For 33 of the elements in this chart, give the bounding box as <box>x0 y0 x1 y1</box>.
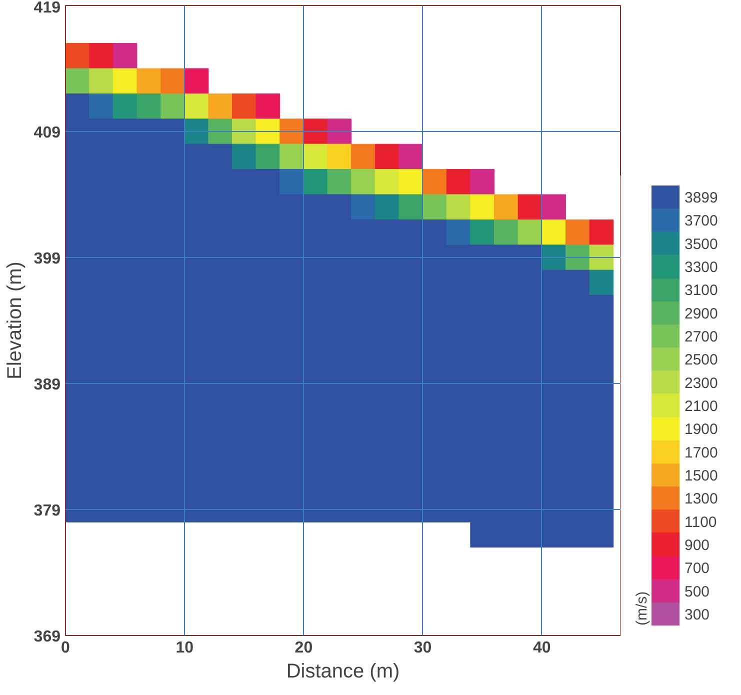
x-tick-label: 30 <box>414 640 432 656</box>
color-bar-label: 3700 <box>684 212 718 230</box>
color-bar-label: 2100 <box>684 398 718 415</box>
color-bar-label: 1100 <box>684 514 717 531</box>
y-tick-label: 369 <box>34 628 61 646</box>
x-axis-title: Distance (m) <box>286 660 400 682</box>
color-bar-label: 2700 <box>684 328 718 346</box>
x-tick-label: 10 <box>176 640 194 656</box>
color-bar-label: 2500 <box>684 352 718 369</box>
color-bar-label: 2900 <box>684 305 718 322</box>
color-bar-label: 300 <box>684 606 710 624</box>
color-bar-label: 1700 <box>684 444 718 462</box>
color-bar-label: 2300 <box>684 374 718 392</box>
y-tick-label: 409 <box>34 124 61 142</box>
color-bar-label: 3300 <box>684 259 718 276</box>
color-bar-label: 3100 <box>684 282 718 300</box>
y-tick-label: 379 <box>34 502 61 520</box>
x-tick-label: 20 <box>294 640 313 656</box>
x-tick-label: 40 <box>532 640 551 656</box>
color-bar-label: 900 <box>684 536 710 554</box>
y-tick-label: 389 <box>34 376 61 394</box>
y-tick-label: 399 <box>34 250 61 268</box>
color-bar-label: 1500 <box>684 467 718 484</box>
color-bar-label: 3500 <box>684 236 718 253</box>
color-bar-label: 1900 <box>684 421 718 438</box>
color-bar-label: 3899 <box>684 190 718 207</box>
y-axis-title: Elevation (m) <box>4 262 26 380</box>
color-bar-label: 1300 <box>684 490 718 508</box>
color-bar-title: (m/s) <box>634 591 650 626</box>
x-tick-label: 0 <box>61 640 70 656</box>
y-tick-label: 419 <box>34 0 61 16</box>
color-bar-label: 500 <box>684 583 710 600</box>
color-bar-label: 700 <box>684 560 710 578</box>
